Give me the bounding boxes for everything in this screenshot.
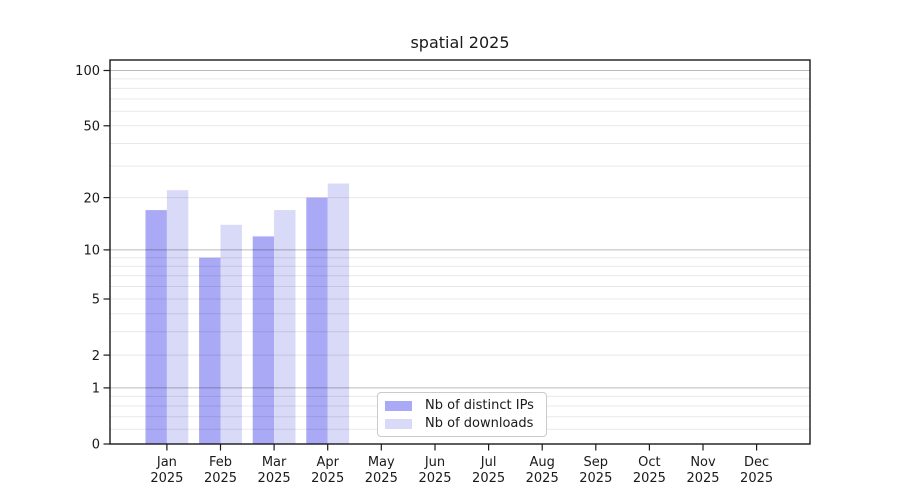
x-tick-label-year: 2025 bbox=[472, 471, 505, 486]
x-tick-label-month: May bbox=[368, 455, 395, 470]
bar-nb-of-downloads-mar bbox=[274, 210, 296, 444]
x-tick-label-year: 2025 bbox=[365, 471, 398, 486]
bar-nb-of-downloads-apr bbox=[327, 183, 350, 444]
bar-nb-of-distinct-ips-feb bbox=[199, 257, 221, 444]
plot-border bbox=[109, 59, 811, 445]
x-tick-label-year: 2025 bbox=[740, 471, 773, 486]
chart-title: spatial 2025 bbox=[410, 33, 510, 52]
x-tick-label-month: Sep bbox=[584, 455, 609, 470]
y-tick-label: 0 bbox=[92, 438, 100, 453]
y-tick-label: 2 bbox=[92, 349, 100, 364]
y-tick-label: 10 bbox=[83, 244, 100, 259]
bar-nb-of-downloads-jan bbox=[166, 190, 189, 444]
x-tick-label-year: 2025 bbox=[150, 471, 183, 486]
bar-nb-of-distinct-ips-mar bbox=[252, 236, 275, 444]
y-tick-label: 20 bbox=[83, 191, 100, 206]
x-tick-label-month: Feb bbox=[209, 455, 232, 470]
x-tick-label-month: Jan bbox=[156, 455, 177, 470]
y-tick-label: 1 bbox=[92, 382, 100, 397]
legend-label: Nb of downloads bbox=[425, 416, 534, 431]
y-tick-label: 100 bbox=[75, 64, 100, 79]
x-tick-label-month: Jun bbox=[424, 455, 445, 470]
legend: Nb of distinct IPs Nb of downloads bbox=[377, 392, 547, 437]
x-tick-label-month: Nov bbox=[690, 455, 716, 470]
y-tick-label: 5 bbox=[92, 293, 100, 308]
legend-swatch-downloads bbox=[385, 418, 412, 429]
x-tick-label-month: Apr bbox=[316, 455, 339, 470]
x-tick-label-month: Mar bbox=[262, 455, 287, 470]
x-tick-label-year: 2025 bbox=[579, 471, 612, 486]
bar-nb-of-distinct-ips-jan bbox=[145, 210, 167, 444]
x-tick-label-year: 2025 bbox=[526, 471, 559, 486]
y-tick-label: 50 bbox=[83, 119, 100, 134]
x-tick-label-month: Oct bbox=[638, 455, 660, 470]
x-tick-label-month: Jul bbox=[480, 455, 497, 470]
legend-swatch-distinct-ips bbox=[385, 400, 412, 411]
x-tick-label-year: 2025 bbox=[311, 471, 344, 486]
legend-item: Nb of downloads bbox=[378, 416, 546, 431]
x-tick-label-year: 2025 bbox=[686, 471, 719, 486]
x-tick-label-year: 2025 bbox=[204, 471, 237, 486]
legend-item: Nb of distinct IPs bbox=[378, 398, 546, 413]
x-tick-label-month: Dec bbox=[744, 455, 769, 470]
x-tick-label-year: 2025 bbox=[418, 471, 451, 486]
bar-nb-of-distinct-ips-apr bbox=[306, 197, 328, 444]
x-tick-label-month: Aug bbox=[530, 455, 555, 470]
x-tick-label-year: 2025 bbox=[633, 471, 666, 486]
x-tick-label-year: 2025 bbox=[258, 471, 291, 486]
bar-nb-of-downloads-feb bbox=[220, 224, 242, 444]
legend-label: Nb of distinct IPs bbox=[425, 398, 534, 413]
